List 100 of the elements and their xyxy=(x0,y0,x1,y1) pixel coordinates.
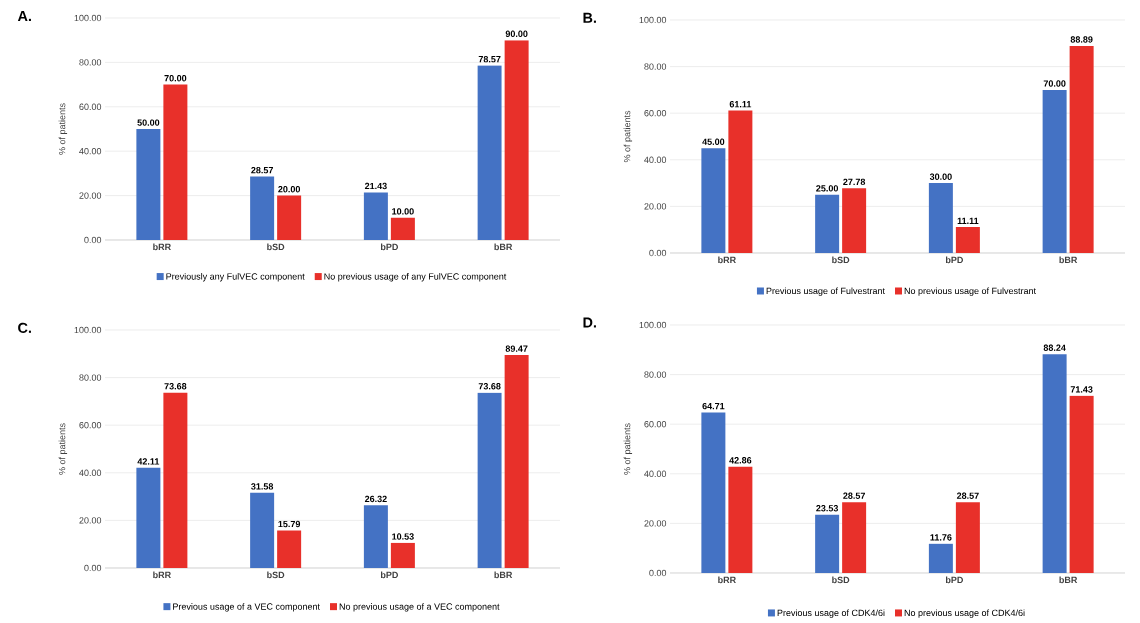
data-label: 78.57 xyxy=(478,55,501,63)
bar xyxy=(363,192,388,240)
data-label: 27.78 xyxy=(843,178,866,186)
x-tick-label: bBR xyxy=(1059,256,1078,264)
x-tick-label: bRR xyxy=(153,571,171,579)
data-label: 88.24 xyxy=(1043,344,1066,351)
chart-title: B. xyxy=(583,12,596,23)
data-label: 31.58 xyxy=(251,483,274,490)
y-tick-label: 80.00 xyxy=(644,63,667,70)
y-tick-label: 60.00 xyxy=(644,110,667,117)
data-label: 90.00 xyxy=(505,30,528,37)
y-tick-label: 40.00 xyxy=(79,148,102,155)
data-label: 10.53 xyxy=(392,533,414,540)
y-tick-label: 100.00 xyxy=(639,321,667,329)
x-tick-label: bSD xyxy=(267,243,285,251)
bar xyxy=(163,392,188,568)
data-label: 23.53 xyxy=(816,505,839,512)
bar xyxy=(136,128,161,240)
bar xyxy=(815,514,840,573)
bar xyxy=(955,227,980,253)
bar xyxy=(728,110,753,253)
legend-label: No previous usage of a VEC component xyxy=(339,603,500,612)
data-label: 28.57 xyxy=(956,492,979,499)
data-label: 15.79 xyxy=(278,520,301,528)
y-tick-label: 40.00 xyxy=(644,470,667,477)
bar xyxy=(842,188,867,253)
data-label: 21.43 xyxy=(364,182,387,190)
y-tick-label: 40.00 xyxy=(79,469,102,476)
bar xyxy=(250,176,275,240)
x-tick-label: bSD xyxy=(832,576,850,584)
y-axis-title: % of patients xyxy=(58,103,68,155)
bar xyxy=(136,467,161,568)
x-tick-label: bSD xyxy=(267,571,285,579)
bar xyxy=(477,392,502,568)
bar xyxy=(477,65,502,240)
bar xyxy=(250,492,275,568)
bar xyxy=(277,195,302,240)
bar xyxy=(701,148,726,253)
y-tick-label: 60.00 xyxy=(644,421,667,428)
data-label: 70.00 xyxy=(1043,80,1066,87)
x-tick-label: bRR xyxy=(153,243,171,251)
legend-label: No previous usage of Fulvestrant xyxy=(904,287,1036,296)
data-label: 50.00 xyxy=(137,119,160,126)
bar xyxy=(390,542,415,568)
y-tick-label: 60.00 xyxy=(79,422,102,429)
legend-label: Previously any FulVEC component xyxy=(166,273,305,282)
bar xyxy=(728,466,753,573)
data-label: 28.57 xyxy=(843,492,865,499)
chart-title: C. xyxy=(18,322,31,333)
data-label: 45.00 xyxy=(702,138,725,145)
bar xyxy=(390,217,415,240)
y-tick-label: 100.00 xyxy=(74,14,102,22)
bar xyxy=(701,412,726,573)
y-tick-label: 60.00 xyxy=(79,103,102,110)
x-tick-label: bPD xyxy=(945,256,963,264)
y-tick-label: 20.00 xyxy=(644,203,667,210)
data-label: 25.00 xyxy=(816,185,839,192)
bar xyxy=(1069,45,1094,253)
data-label: 73.68 xyxy=(164,383,187,390)
data-label: 70.00 xyxy=(164,75,187,82)
legend-label: Previous usage of Fulvestrant xyxy=(766,287,885,296)
bar xyxy=(1069,395,1094,573)
y-tick-label: 0.00 xyxy=(649,249,667,257)
bar xyxy=(842,502,867,573)
data-label: 71.43 xyxy=(1070,386,1093,393)
data-label: 28.57 xyxy=(251,166,273,174)
legend-label: Previous usage of a VEC component xyxy=(173,603,320,612)
x-tick-label: bPD xyxy=(380,571,398,579)
y-axis-title: % of patients xyxy=(58,423,68,475)
x-tick-label: bPD xyxy=(945,576,963,584)
y-tick-label: 40.00 xyxy=(644,156,667,163)
data-label: 88.89 xyxy=(1070,36,1093,43)
bar xyxy=(928,543,953,573)
bar xyxy=(815,194,840,253)
bar xyxy=(928,183,953,253)
y-tick-label: 0.00 xyxy=(84,236,102,244)
data-label: 10.00 xyxy=(392,208,414,215)
data-label: 26.32 xyxy=(364,495,387,503)
data-label: 42.86 xyxy=(729,457,752,464)
y-tick-label: 80.00 xyxy=(79,374,102,381)
bar xyxy=(504,355,529,568)
bar xyxy=(363,505,388,568)
y-tick-label: 0.00 xyxy=(649,569,667,577)
x-tick-label: bRR xyxy=(718,576,736,584)
bar xyxy=(955,502,980,573)
data-label: 73.68 xyxy=(478,383,501,390)
x-tick-label: bBR xyxy=(494,243,513,251)
legend-label: No previous usage of CDK4/6i xyxy=(904,609,1025,618)
y-tick-label: 80.00 xyxy=(644,371,667,378)
y-tick-label: 100.00 xyxy=(639,16,667,24)
x-tick-label: bRR xyxy=(718,256,736,264)
y-tick-label: 100.00 xyxy=(74,326,102,334)
bar xyxy=(1042,89,1067,253)
y-tick-label: 20.00 xyxy=(644,520,667,527)
data-label: 61.11 xyxy=(729,101,752,108)
data-label: 89.47 xyxy=(505,345,528,352)
data-label: 30.00 xyxy=(929,173,952,180)
bar xyxy=(163,84,188,240)
data-label: 64.71 xyxy=(702,402,725,410)
x-tick-label: bSD xyxy=(832,256,850,264)
